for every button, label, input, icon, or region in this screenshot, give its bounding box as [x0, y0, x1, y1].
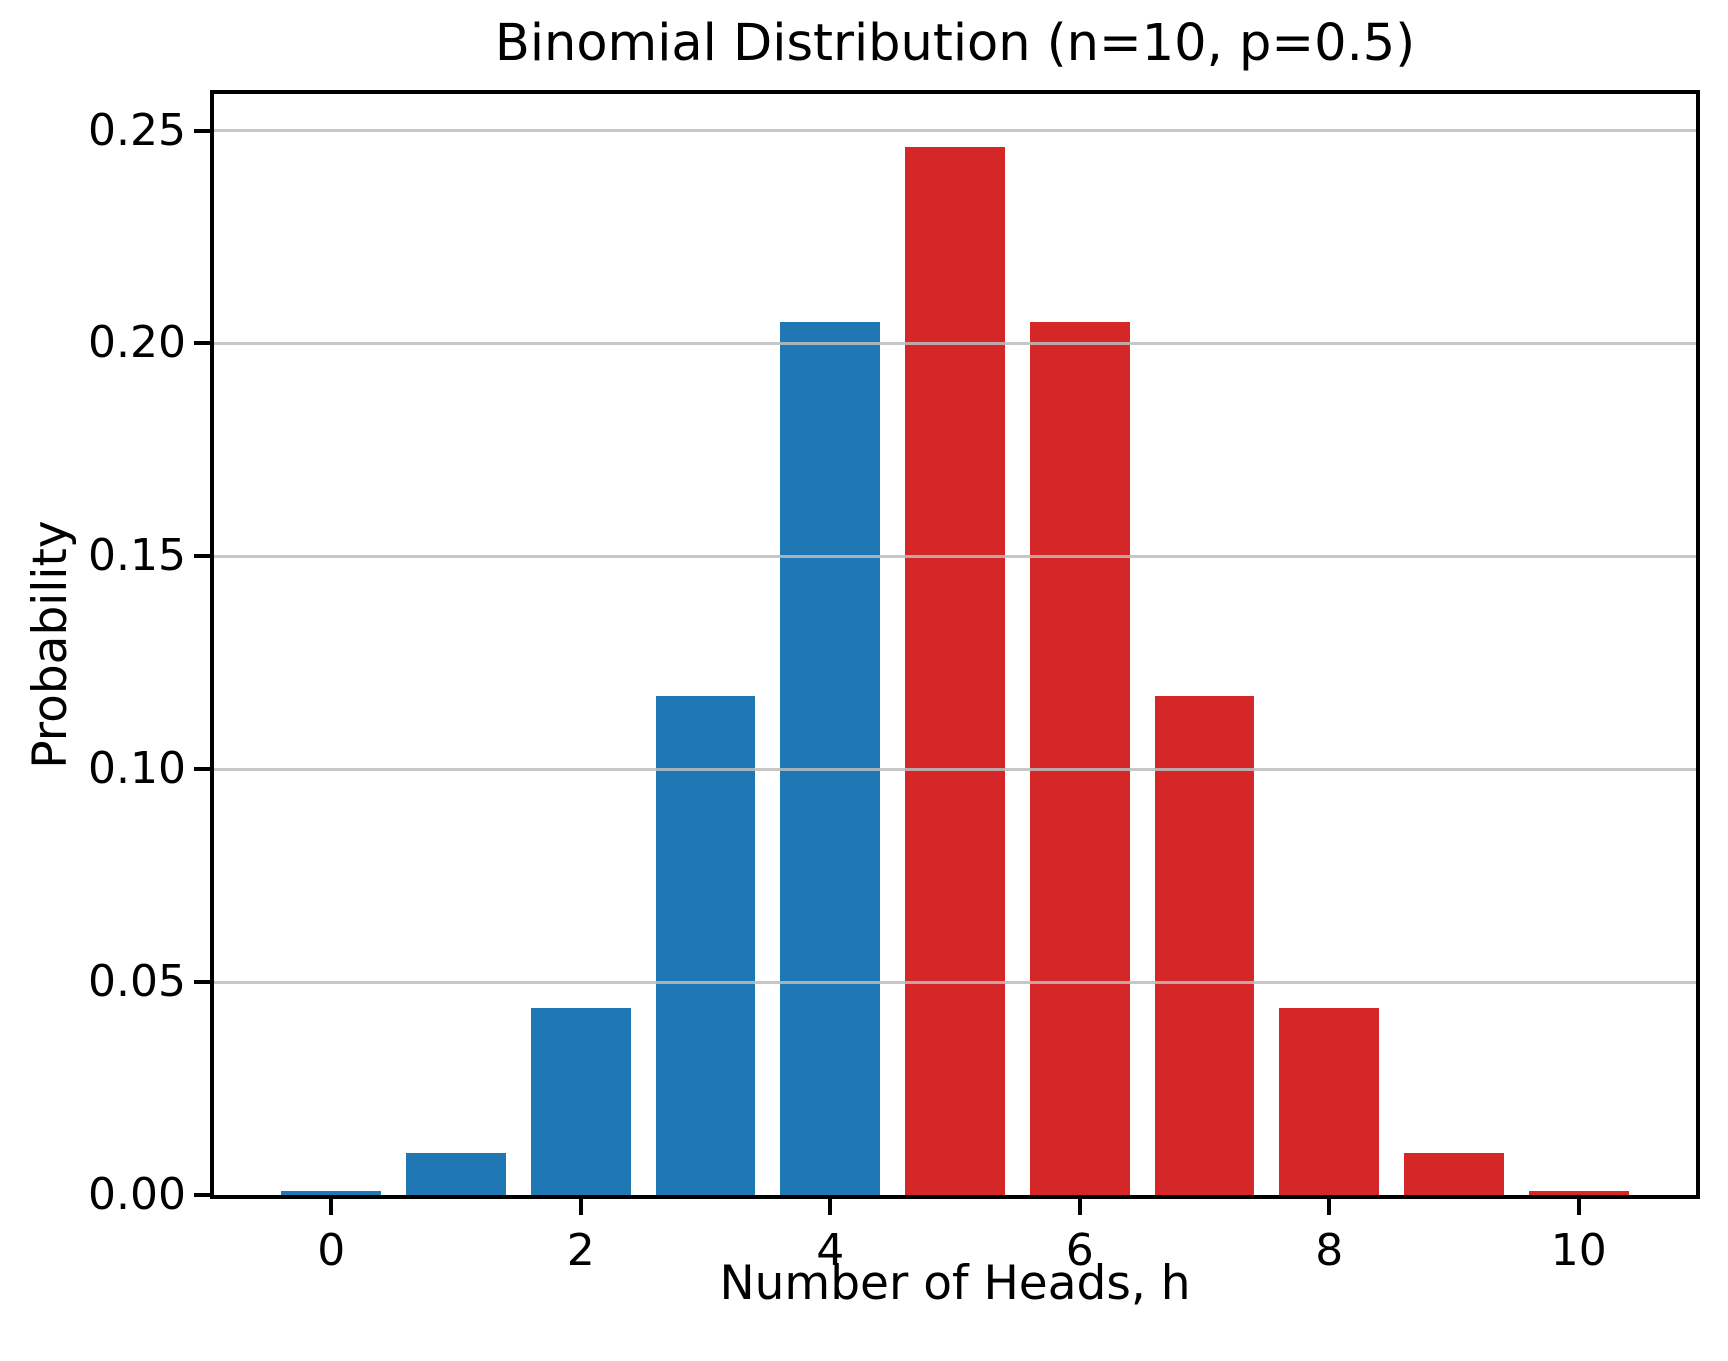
- x-tick-label-0: 0: [317, 1225, 346, 1276]
- gridline-y-0.15: [214, 554, 1696, 558]
- gridline-y-0.25: [214, 129, 1696, 133]
- bar-h7: [1154, 696, 1255, 1195]
- y-tick-0.15: [194, 554, 210, 559]
- y-tick-0.00: [194, 1193, 210, 1197]
- x-tick-label-10: 10: [1550, 1225, 1607, 1276]
- bar-h3: [655, 696, 756, 1195]
- y-tick-label-0.00: 0.00: [88, 1169, 186, 1220]
- chart-title: Binomial Distribution (n=10, p=0.5): [494, 14, 1416, 73]
- x-tick-label-2: 2: [566, 1225, 595, 1276]
- y-tick-0.25: [194, 128, 210, 133]
- x-tick-10: [1576, 1199, 1581, 1215]
- y-tick-0.10: [194, 767, 210, 772]
- gridline-y-0.05: [214, 980, 1696, 984]
- gridline-y-0.2: [214, 342, 1696, 345]
- bar-h6: [1029, 321, 1130, 1195]
- x-tick-8: [1327, 1199, 1332, 1215]
- x-tick-6: [1077, 1199, 1082, 1215]
- x-tick-4: [828, 1199, 833, 1215]
- y-tick-0.05: [194, 980, 210, 985]
- y-tick-label-0.05: 0.05: [88, 956, 186, 1008]
- x-tick-0: [329, 1199, 334, 1215]
- y-axis-label: Probability: [23, 520, 78, 769]
- x-tick-2: [578, 1199, 583, 1215]
- y-tick-label-0.20: 0.20: [88, 317, 186, 369]
- bar-h10: [1528, 1190, 1629, 1195]
- y-tick-label-0.25: 0.25: [88, 104, 186, 156]
- bar-h0: [281, 1190, 382, 1195]
- y-tick-label-0.10: 0.10: [88, 743, 186, 795]
- bar-h2: [530, 1007, 631, 1195]
- bar-h8: [1279, 1007, 1380, 1195]
- bar-h1: [406, 1153, 506, 1195]
- x-tick-label-4: 4: [816, 1225, 845, 1276]
- plot-area: [210, 90, 1700, 1199]
- x-axis-label: Number of Heads, h: [719, 1256, 1191, 1311]
- y-tick-0.20: [194, 341, 210, 346]
- bar-h9: [1404, 1153, 1504, 1195]
- gridline-y-0.1: [214, 767, 1696, 771]
- x-tick-label-8: 8: [1315, 1225, 1344, 1276]
- y-tick-label-0.15: 0.15: [88, 530, 186, 582]
- x-tick-label-6: 6: [1065, 1225, 1094, 1276]
- bar-h4: [780, 321, 881, 1195]
- bar-h5: [905, 147, 1005, 1195]
